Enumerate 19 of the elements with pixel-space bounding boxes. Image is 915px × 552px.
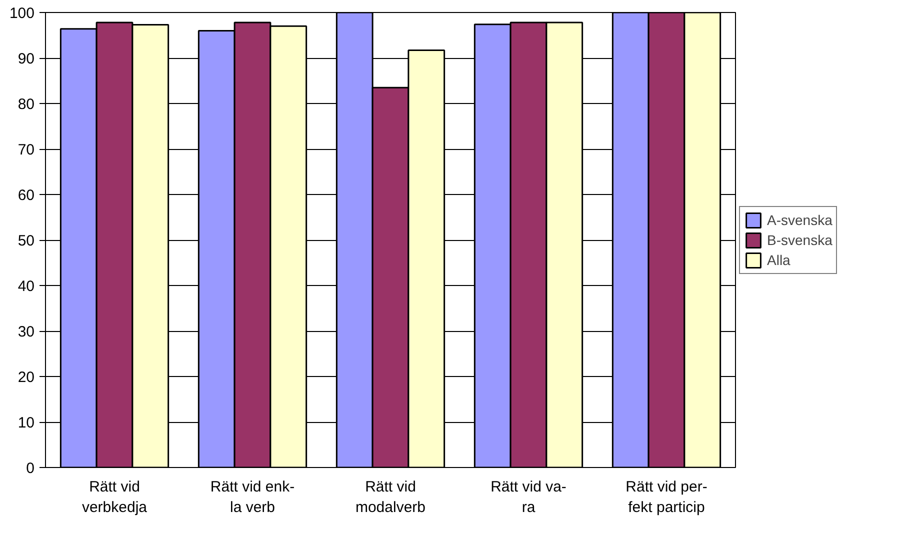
y-tick-label: 80 [18,96,35,113]
x-tick-label: Rätt vid verbkedja [82,478,148,516]
x-tick-label: Rätt vid modalverb [355,478,426,516]
y-tick-label: 40 [18,278,35,295]
legend-label: A-svenska [767,212,832,228]
legend-label: B-svenska [767,232,832,248]
x-tick-label: Rätt vid per- fekt particip [626,478,708,516]
y-tick-label: 50 [18,232,35,250]
legend-label: Alla [767,252,792,268]
y-tick-label: 60 [18,187,35,204]
y-tick-label: 10 [18,414,35,432]
x-tick-label: Rätt vid enk- la verb [210,478,295,516]
y-tick-label: 20 [18,369,35,386]
x-tick-label: Rätt vid va- ra [490,478,566,516]
y-tick-label: 0 [26,460,34,477]
y-tick-label: 70 [18,142,35,158]
y-tick-label: 100 [9,5,35,22]
y-tick-label: 30 [18,324,35,340]
y-tick-label: 90 [18,50,35,68]
